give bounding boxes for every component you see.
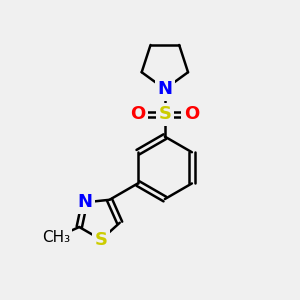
Text: N: N — [158, 80, 172, 98]
Text: S: S — [94, 231, 108, 249]
Text: O: O — [130, 105, 146, 123]
Text: S: S — [158, 105, 171, 123]
Text: O: O — [184, 105, 199, 123]
Text: CH₃: CH₃ — [42, 230, 70, 245]
Text: N: N — [77, 194, 92, 211]
